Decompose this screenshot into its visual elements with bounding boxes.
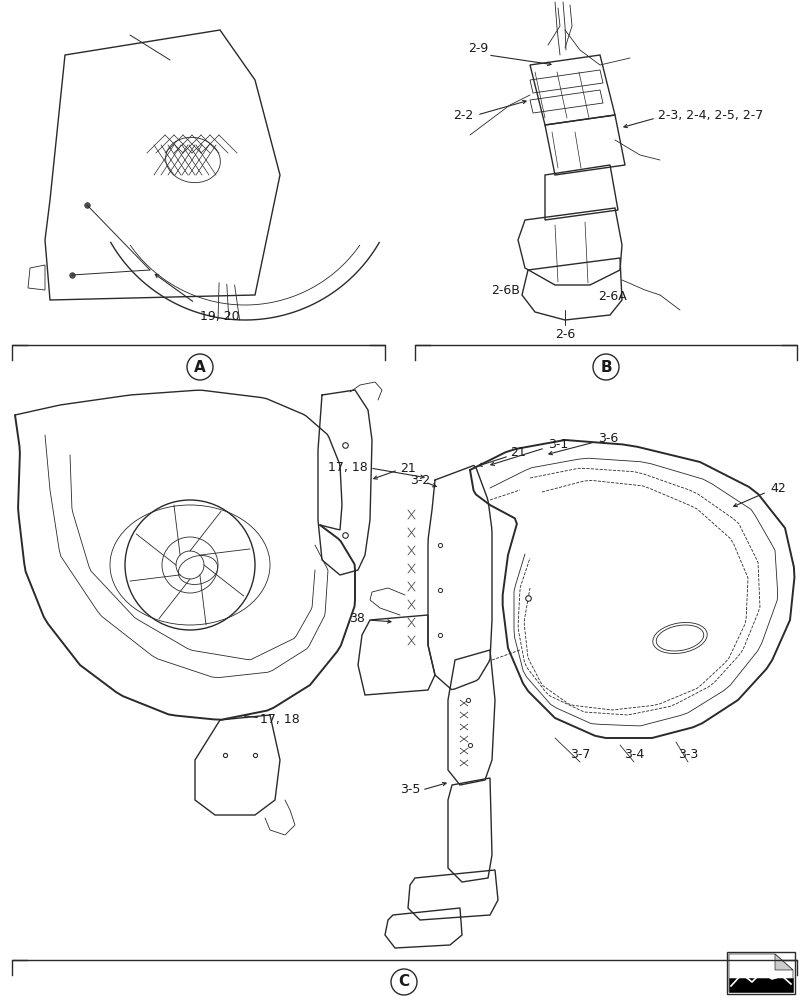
Polygon shape — [728, 978, 792, 992]
Text: 3-4: 3-4 — [623, 748, 643, 762]
Text: C: C — [398, 974, 409, 989]
Text: 3-5: 3-5 — [399, 783, 419, 796]
Text: 42: 42 — [769, 482, 785, 494]
Text: 21: 21 — [400, 462, 415, 475]
Text: 3-3: 3-3 — [677, 748, 697, 762]
Text: 2-6: 2-6 — [554, 328, 574, 342]
Bar — [726, 952, 794, 994]
Polygon shape — [728, 954, 792, 992]
Text: 17, 18: 17, 18 — [259, 714, 300, 726]
Text: 2-3, 2-4, 2-5, 2-7: 2-3, 2-4, 2-5, 2-7 — [657, 109, 762, 122]
Text: 17, 18: 17, 18 — [328, 462, 368, 475]
Text: 3-1: 3-1 — [548, 438, 568, 452]
Text: A: A — [194, 360, 206, 374]
Text: 2-6B: 2-6B — [491, 284, 520, 296]
Polygon shape — [774, 954, 792, 970]
Text: 19, 20: 19, 20 — [200, 310, 239, 323]
Text: 3-7: 3-7 — [569, 748, 589, 762]
Text: 2-9: 2-9 — [467, 42, 487, 55]
Text: 3-6: 3-6 — [597, 432, 618, 444]
Text: 21: 21 — [509, 446, 525, 460]
Text: 2-2: 2-2 — [452, 109, 473, 122]
Text: B: B — [600, 360, 611, 374]
Text: 2-6A: 2-6A — [597, 290, 626, 302]
Text: 3-2: 3-2 — [410, 474, 430, 487]
Text: 38: 38 — [349, 611, 365, 624]
